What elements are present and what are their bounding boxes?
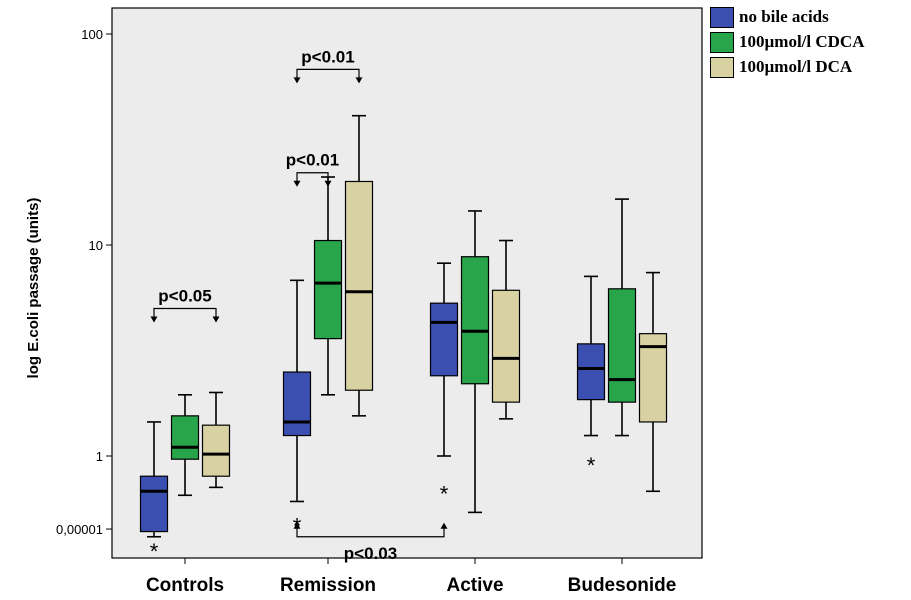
box-remission-1 — [313, 176, 343, 396]
legend-swatch — [710, 31, 734, 53]
y-axis: 100 10 1 0,00001 — [56, 27, 112, 537]
box-controls-0 — [139, 421, 169, 538]
bracket-arrowhead — [440, 522, 448, 529]
box-active-2 — [491, 239, 521, 420]
box-body — [344, 180, 374, 391]
bracket-arrowhead — [293, 77, 301, 84]
significance-bracket: p<0.01 — [286, 151, 339, 187]
box-body — [576, 343, 606, 401]
legend-label: no bile acids — [739, 7, 829, 26]
box-controls-2 — [201, 391, 231, 489]
y-tick-label: 1 — [96, 449, 103, 464]
box-body — [491, 289, 521, 403]
bracket-arrowhead — [212, 316, 220, 323]
box-body — [460, 256, 490, 385]
x-tick-label: Remission — [280, 575, 376, 596]
box-body — [638, 333, 668, 423]
outlier-star: * — [150, 539, 159, 564]
y-tick-label: 100 — [81, 27, 103, 42]
box-body — [607, 288, 637, 403]
bracket-line — [296, 68, 360, 83]
box-body — [201, 424, 231, 477]
significance-bracket: p<0.01 — [293, 47, 363, 84]
bracket-arrowhead — [324, 180, 332, 187]
plot-area — [111, 7, 703, 559]
bracket-arrowhead — [293, 180, 301, 187]
x-tick-label: Controls — [146, 575, 224, 596]
box-budesonide-2 — [638, 271, 668, 493]
box-active-0 — [429, 262, 459, 457]
bracket-arrowhead — [150, 316, 158, 323]
bracket-arrowhead — [293, 522, 301, 529]
bracket-line — [153, 307, 217, 322]
annotations: p<0.05 p<0.01 p<0.01 p<0.03 — [150, 47, 448, 563]
x-tick-label: Budesonide — [568, 575, 677, 596]
legend-swatch — [710, 6, 734, 28]
legend: no bile acids 100µmol/l CDCA 100µmol/l D… — [710, 6, 905, 81]
box-body — [313, 239, 343, 340]
legend-item-cdca: 100µmol/l CDCA — [710, 31, 905, 53]
outlier-star: * — [587, 453, 596, 478]
box-remission-0 — [282, 279, 312, 503]
box-body — [429, 302, 459, 377]
bracket-line — [296, 172, 329, 186]
bracket-line — [296, 523, 445, 538]
y-tick-label: 0,00001 — [56, 522, 103, 537]
bracket-arrowhead — [355, 77, 363, 84]
x-tick-label: Active — [446, 575, 503, 596]
significance-bracket: p<0.05 — [150, 287, 220, 323]
box-controls-1 — [170, 394, 200, 497]
significance-bracket: p<0.03 — [293, 522, 448, 563]
box-active-1 — [460, 210, 490, 514]
box-budesonide-0 — [576, 275, 606, 437]
y-axis-label: log E.coli passage (units) — [25, 198, 42, 379]
legend-swatch — [710, 56, 734, 78]
significance-label: p<0.01 — [301, 47, 354, 66]
legend-item-no-bile-acids: no bile acids — [710, 6, 905, 28]
outlier-star: * — [440, 481, 449, 506]
significance-label: p<0.03 — [344, 544, 397, 563]
legend-item-dca: 100µmol/l DCA — [710, 56, 905, 78]
box-budesonide-1 — [607, 198, 637, 437]
boxes: **** — [139, 114, 668, 564]
box-remission-2 — [344, 114, 374, 417]
x-axis: Controls Remission Active Budesonide — [146, 558, 676, 596]
legend-label: 100µmol/l DCA — [739, 57, 853, 76]
box-body — [170, 415, 200, 460]
box-body — [282, 371, 312, 437]
y-tick-label: 10 — [89, 238, 103, 253]
legend-label: 100µmol/l CDCA — [739, 32, 865, 51]
box-body — [139, 475, 169, 533]
significance-label: p<0.01 — [286, 151, 339, 170]
significance-label: p<0.05 — [158, 287, 211, 306]
